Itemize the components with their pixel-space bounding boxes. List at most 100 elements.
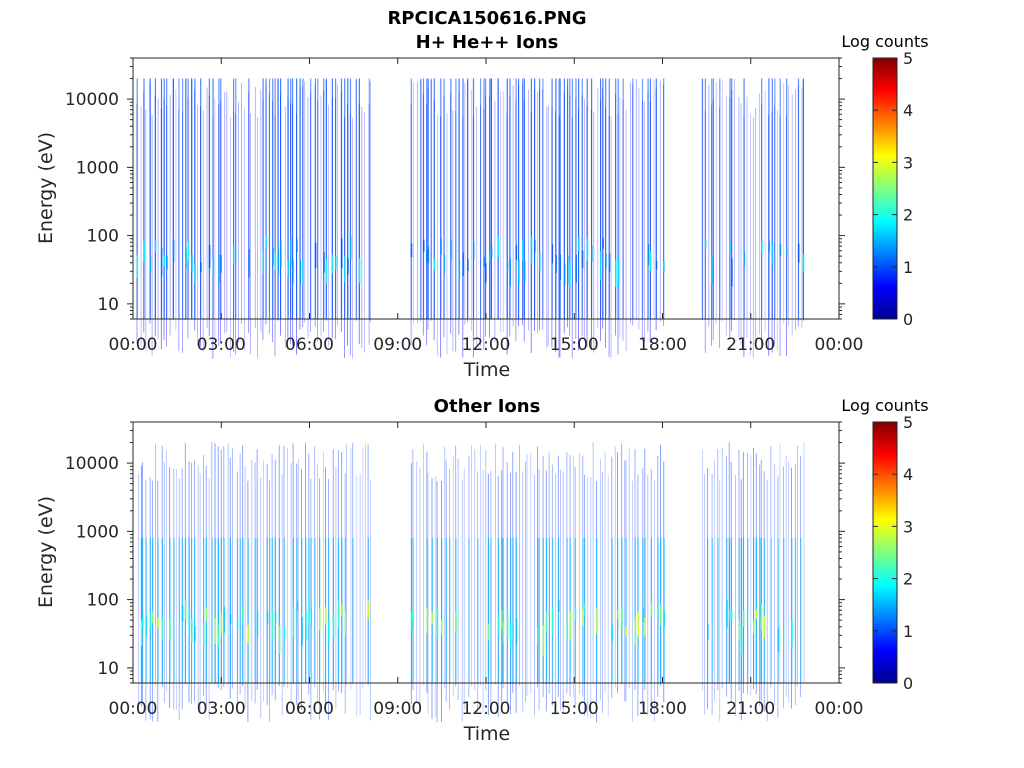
spectrogram-peak <box>335 256 337 271</box>
spectrogram-streak <box>368 78 370 319</box>
spectrogram-streak <box>218 78 220 319</box>
spectrogram-peak <box>277 247 280 276</box>
spectrogram-peak <box>779 244 782 256</box>
spectrogram-streak <box>711 538 713 683</box>
spectrogram-streak <box>771 78 773 319</box>
spectrogram-peak <box>760 603 763 631</box>
spectrogram-peak <box>266 611 269 624</box>
spectrogram-peak <box>637 611 640 637</box>
spectrogram-streak <box>731 78 733 319</box>
spectrogram-streak <box>707 538 709 683</box>
colorbar-tick-label: 1 <box>903 622 913 641</box>
spectrogram-streak <box>136 78 138 319</box>
spectrogram-streak <box>797 445 798 687</box>
spectrogram-streak <box>526 454 528 696</box>
spectrogram-peak <box>458 259 461 280</box>
spectrogram-peak <box>574 607 577 620</box>
spectrogram-streak <box>506 78 508 319</box>
y-tick-label: 1000 <box>76 158 119 178</box>
spectrogram-peak <box>663 612 665 627</box>
spectrogram-peak <box>367 600 370 620</box>
spectrogram-streak <box>592 442 594 684</box>
x-tick-label: 15:00 <box>550 335 599 355</box>
spectrogram-streak <box>440 78 442 319</box>
spectrogram-streak <box>352 538 354 683</box>
spectrogram-streak <box>774 464 775 706</box>
spectrogram-streak <box>265 78 267 319</box>
spectrogram-streak <box>355 78 357 319</box>
spectrogram-peak <box>506 260 509 271</box>
spectrogram-peak <box>166 255 168 270</box>
spectrogram-streak <box>220 538 222 683</box>
colorbar <box>872 421 898 684</box>
spectrogram-streak <box>597 87 599 329</box>
spectrogram-streak <box>296 78 298 319</box>
spectrogram-streak <box>304 81 306 323</box>
spectrogram-peak <box>154 240 157 252</box>
spectrogram-peak <box>608 253 611 273</box>
spectrogram-streak <box>563 78 565 319</box>
spectrogram-streak <box>776 110 778 352</box>
spectrogram-streak <box>783 538 785 683</box>
spectrogram-peak <box>559 254 562 280</box>
spectrogram-streak <box>157 98 159 340</box>
spectrogram-streak <box>290 78 292 319</box>
spectrogram-streak <box>463 468 465 710</box>
spectrogram-streak <box>332 538 334 683</box>
spectrogram-streak <box>785 455 787 697</box>
spectrogram-streak <box>430 78 432 319</box>
spectrogram-streak <box>740 103 742 345</box>
spectrogram-streak <box>558 78 560 319</box>
spectrogram-streak <box>235 78 237 319</box>
spectrogram-streak <box>515 538 517 683</box>
spectrogram-peak <box>181 605 184 622</box>
spectrogram-peak <box>600 251 602 281</box>
colorbar <box>872 57 898 320</box>
spectrogram-streak <box>477 538 479 683</box>
spectrogram-streak <box>591 78 593 319</box>
spectrogram-peak <box>169 618 171 641</box>
colorbar-tick-label: 2 <box>903 206 913 225</box>
spectrogram-peak <box>217 625 220 647</box>
spectrogram-streak <box>502 91 504 333</box>
spectrogram-peak <box>187 241 190 261</box>
spectrogram-streak <box>562 471 564 713</box>
spectrogram-streak <box>305 538 307 683</box>
spectrogram-streak <box>194 78 196 319</box>
y-tick-label: 10000 <box>65 454 119 474</box>
spectrogram-streak <box>208 478 210 720</box>
spectrogram-peak <box>510 622 512 647</box>
spectrogram-streak <box>763 538 765 683</box>
spectrogram-streak <box>600 78 602 319</box>
spectrogram-streak <box>555 473 557 715</box>
spectrogram-streak <box>497 78 499 319</box>
spectrogram-peak <box>299 260 302 286</box>
spectrogram-streak <box>608 78 610 319</box>
spectrogram-streak <box>203 538 205 683</box>
spectrogram-streak <box>239 538 241 683</box>
spectrogram-peak <box>586 238 589 261</box>
spectrogram-peak <box>502 621 505 644</box>
spectrogram-peak <box>539 252 541 270</box>
spectrogram-peak <box>515 618 518 645</box>
spectrogram-streak <box>426 78 428 319</box>
spectrogram-streak <box>211 538 213 683</box>
spectrogram-peak <box>647 244 650 266</box>
spectrogram-streak <box>777 538 779 683</box>
spectrogram-streak <box>622 78 624 319</box>
colorbar-tick-label: 1 <box>903 258 913 277</box>
spectrogram-peak <box>292 606 295 636</box>
spectrogram-streak <box>635 79 637 320</box>
spectrogram-peak <box>625 626 628 637</box>
spectrogram-streak <box>187 78 189 319</box>
spectrogram-streak <box>445 538 447 683</box>
spectrogram-streak <box>202 110 204 352</box>
spectrogram-peak <box>337 600 340 628</box>
spectrogram-peak <box>314 242 317 268</box>
spectrogram-streak <box>512 85 514 327</box>
spectrogram-streak <box>274 538 276 683</box>
spectrogram-streak <box>350 448 352 690</box>
panel-h-he-ions: H+ He++ Ions 00:00 03:00 06:00 09:00 12:00 15… <box>35 32 929 381</box>
spectrogram-streak <box>774 78 776 319</box>
spectrogram-streak <box>244 108 245 350</box>
